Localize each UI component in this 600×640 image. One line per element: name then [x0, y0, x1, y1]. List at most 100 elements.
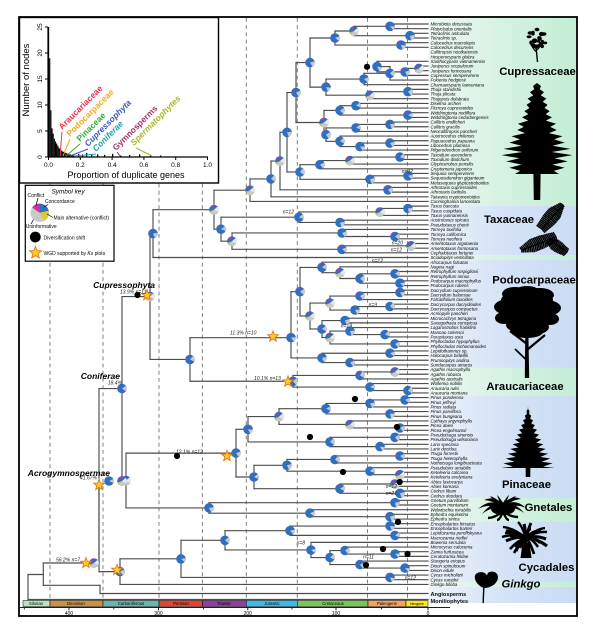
svg-text:Afrocarpus falcatus: Afrocarpus falcatus — [430, 260, 469, 265]
svg-text:0.6: 0.6 — [139, 162, 148, 169]
svg-text:56.2% n=7: 56.2% n=7 — [56, 558, 80, 564]
svg-text:Ginkgo biloba: Ginkgo biloba — [431, 582, 458, 587]
svg-text:Moniliophytes: Moniliophytes — [431, 599, 469, 605]
svg-text:Cycadales: Cycadales — [519, 562, 575, 574]
svg-text:Cathaya argyrophylla: Cathaya argyrophylla — [431, 419, 473, 424]
svg-text:Juniperus scopulorum: Juniperus scopulorum — [430, 64, 474, 69]
svg-text:Araucaria montana: Araucaria montana — [430, 391, 469, 396]
svg-text:Tsuga heterophylla: Tsuga heterophylla — [431, 456, 468, 461]
svg-text:Araucariaceae: Araucariaceae — [486, 381, 563, 393]
svg-text:Thuja plicata: Thuja plicata — [431, 92, 456, 97]
svg-text:Pseudolarix amabilis: Pseudolarix amabilis — [431, 465, 472, 470]
svg-text:25: 25 — [37, 23, 44, 31]
svg-text:0.4: 0.4 — [108, 162, 117, 169]
svg-text:Tetraclinis sp.: Tetraclinis sp. — [431, 36, 458, 41]
svg-text:Angiosperms: Angiosperms — [431, 592, 467, 598]
svg-text:Proportion of duplicate genes: Proportion of duplicate genes — [67, 170, 185, 180]
svg-text:Devonian: Devonian — [67, 601, 85, 606]
svg-text:100: 100 — [332, 611, 341, 617]
svg-text:Nothotsuga longibracteata: Nothotsuga longibracteata — [431, 461, 483, 466]
svg-text:Symbol key: Symbol key — [51, 189, 85, 196]
svg-text:Athrotaxis cupressoides: Athrotaxis cupressoides — [430, 185, 478, 190]
svg-text:Jurassic: Jurassic — [264, 601, 279, 606]
svg-text:n=12: n=12 — [405, 576, 416, 582]
svg-text:41.67%: 41.67% — [80, 476, 98, 482]
svg-text:Falcatifolium taxoides: Falcatifolium taxoides — [431, 297, 474, 302]
svg-text:Fitzroya cupressoides: Fitzroya cupressoides — [431, 106, 475, 111]
svg-text:Pinaceae: Pinaceae — [502, 479, 551, 491]
svg-text:Pinus parviflora: Pinus parviflora — [431, 409, 462, 414]
svg-text:Retrophyllum rospigliosii: Retrophyllum rospigliosii — [431, 269, 480, 274]
svg-text:Metasequoia glyptostroboides: Metasequoia glyptostroboides — [431, 180, 490, 185]
svg-text:Dacrycarpus dacrydioides: Dacrycarpus dacrydioides — [431, 302, 482, 307]
svg-text:Widdringtonia cedarbergensis: Widdringtonia cedarbergensis — [431, 115, 490, 120]
svg-text:Encephalartos hirsutus: Encephalartos hirsutus — [431, 521, 476, 526]
svg-text:Tetraclinis articulata: Tetraclinis articulata — [431, 31, 470, 36]
svg-text:Taxaceae: Taxaceae — [484, 214, 534, 226]
svg-text:Dacrycarpus compactus: Dacrycarpus compactus — [431, 306, 479, 311]
svg-text:Silurian: Silurian — [29, 601, 44, 606]
svg-text:Pinus jeffreyi: Pinus jeffreyi — [431, 400, 457, 405]
svg-text:Agathis robusta: Agathis robusta — [430, 372, 462, 377]
svg-text:Retrophyllum minus: Retrophyllum minus — [431, 274, 471, 279]
svg-text:20: 20 — [37, 49, 44, 57]
svg-text:n=20: n=20 — [392, 241, 403, 247]
svg-text:n=21: n=21 — [386, 491, 397, 497]
svg-text:1.0: 1.0 — [203, 162, 212, 169]
svg-text:Torreya taxifolia: Torreya taxifolia — [431, 227, 462, 232]
svg-text:Austrocedrus chilensis: Austrocedrus chilensis — [430, 134, 476, 139]
svg-text:Cephalotaxus fortunei: Cephalotaxus fortunei — [431, 250, 475, 255]
svg-text:Phyllocladus trichomanoides: Phyllocladus trichomanoides — [431, 344, 487, 349]
svg-text:Papuacedrus papuana: Papuacedrus papuana — [431, 138, 476, 143]
svg-text:15: 15 — [37, 75, 44, 83]
svg-text:Neogene: Neogene — [410, 602, 424, 606]
svg-text:0.2: 0.2 — [76, 162, 85, 169]
svg-text:Lagarostrobos franklinii: Lagarostrobos franklinii — [431, 325, 477, 330]
svg-text:0.0: 0.0 — [44, 162, 53, 169]
svg-text:Ephedra equisetina: Ephedra equisetina — [431, 512, 469, 517]
svg-text:Gnetales: Gnetales — [525, 502, 573, 514]
svg-text:Coniferae: Coniferae — [81, 371, 120, 381]
svg-text:300: 300 — [154, 611, 163, 617]
svg-text:Sequoia sempervirens: Sequoia sempervirens — [431, 171, 475, 176]
svg-text:Calocedrus macrolepis: Calocedrus macrolepis — [431, 40, 476, 45]
svg-text:Prumnopitys andina: Prumnopitys andina — [431, 358, 470, 363]
svg-text:Ginkgo: Ginkgo — [502, 579, 541, 591]
svg-text:Microbiota decussata: Microbiota decussata — [431, 22, 473, 27]
svg-text:Manoao colensoi: Manoao colensoi — [431, 330, 465, 335]
svg-text:0: 0 — [37, 155, 44, 159]
svg-text:n=12: n=12 — [391, 248, 402, 254]
svg-text:n=12: n=12 — [283, 210, 294, 216]
svg-text:Main alternative (conflict): Main alternative (conflict) — [54, 215, 110, 221]
svg-text:Ephedra sinica: Ephedra sinica — [431, 517, 461, 522]
svg-text:Podocarpus macrophyllus: Podocarpus macrophyllus — [431, 278, 482, 283]
svg-text:Picea engelmannii: Picea engelmannii — [431, 428, 468, 433]
svg-text:Platycladus orientalis: Platycladus orientalis — [431, 26, 473, 31]
svg-text:10: 10 — [37, 101, 44, 109]
svg-text:Hesperocyparis glabra: Hesperocyparis glabra — [431, 54, 475, 59]
svg-text:Widdringtonia nodiflora: Widdringtonia nodiflora — [431, 110, 476, 115]
svg-text:400: 400 — [65, 611, 74, 617]
svg-text:Neocallitropsis pancheri: Neocallitropsis pancheri — [431, 129, 479, 134]
svg-text:Athrotaxis laxifolia: Athrotaxis laxifolia — [430, 190, 467, 195]
svg-text:Zamia furfuracea: Zamia furfuracea — [430, 549, 465, 554]
svg-text:Cycas micholitzii: Cycas micholitzii — [431, 573, 464, 578]
svg-text:n=12: n=12 — [386, 484, 397, 490]
svg-text:Chamaecyparis lawsoniana: Chamaecyparis lawsoniana — [431, 82, 485, 87]
svg-text:Welwitschia mirabilis: Welwitschia mirabilis — [431, 507, 472, 512]
svg-text:Concordance: Concordance — [45, 199, 75, 205]
svg-text:Stangeria eriopus: Stangeria eriopus — [431, 559, 466, 564]
svg-text:Cupressaceae: Cupressaceae — [499, 66, 576, 78]
svg-text:10.1% n=13: 10.1% n=13 — [254, 376, 281, 382]
svg-text:Keteleeria evelyniana: Keteleeria evelyniana — [431, 475, 474, 480]
svg-text:Amentotaxus formosana: Amentotaxus formosana — [430, 246, 479, 251]
svg-text:Encephalartos barteri: Encephalartos barteri — [431, 526, 474, 531]
svg-text:Thujopsis dolabrata: Thujopsis dolabrata — [431, 96, 470, 101]
svg-text:Glyptostrobus pensilis: Glyptostrobus pensilis — [431, 162, 475, 167]
svg-text:Sciadopitys verticillata: Sciadopitys verticillata — [431, 255, 475, 260]
svg-text:18.4%: 18.4% — [108, 381, 123, 387]
svg-text:Taxodium ascendens: Taxodium ascendens — [431, 152, 473, 157]
svg-text:Juniperus formosana: Juniperus formosana — [430, 68, 473, 73]
svg-text:Gnetum parvifolium: Gnetum parvifolium — [431, 498, 469, 503]
svg-text:Pseudotsuga wilsoniana: Pseudotsuga wilsoniana — [431, 437, 479, 442]
